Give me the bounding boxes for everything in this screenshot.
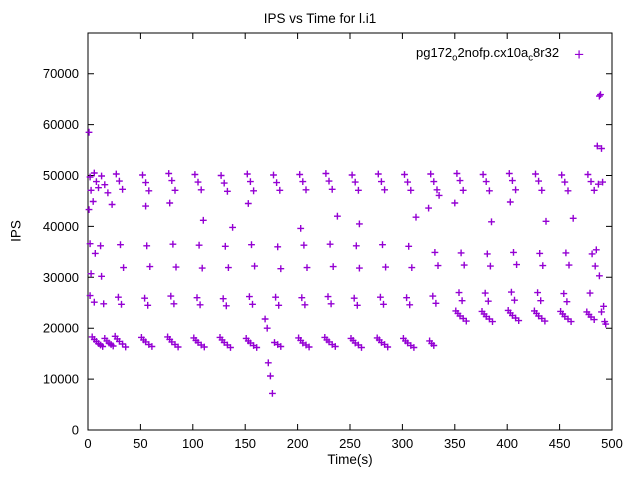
- y-axis-label: IPS: [8, 220, 24, 242]
- x-tick-label: 100: [182, 436, 204, 451]
- x-tick-label: 0: [84, 436, 91, 451]
- x-tick-label: 150: [234, 436, 256, 451]
- y-tick-label: 0: [72, 423, 79, 438]
- x-tick-label: 300: [392, 436, 414, 451]
- chart-title: IPS vs Time for l.i1: [263, 11, 377, 26]
- x-tick-label: 450: [549, 436, 571, 451]
- legend: pg172o2nofp.cx10ac8r32 +: [416, 45, 584, 64]
- x-tick-label: 200: [287, 436, 309, 451]
- legend-label: pg172o2nofp.cx10ac8r32: [415, 45, 560, 64]
- y-tick-label: 60000: [43, 117, 79, 132]
- x-axis-label: Time(s): [327, 452, 373, 467]
- x-tick-label: 50: [133, 436, 147, 451]
- y-tick-label: 40000: [43, 219, 79, 234]
- legend-plus-marker-icon: +: [574, 44, 584, 64]
- y-tick-label: 30000: [43, 270, 79, 285]
- y-tick-label: 70000: [43, 66, 79, 81]
- x-tick-label: 250: [339, 436, 361, 451]
- axis-ticks: [87, 33, 613, 431]
- y-tick-label: 10000: [43, 372, 79, 387]
- x-tick-label: 350: [444, 436, 466, 451]
- y-tick-label: 50000: [43, 168, 79, 183]
- x-tick-label: 500: [601, 436, 623, 451]
- y-tick-label: 20000: [43, 321, 79, 336]
- plot-border: [87, 32, 613, 431]
- scatter-points: [85, 91, 610, 397]
- x-tick-label: 400: [496, 436, 518, 451]
